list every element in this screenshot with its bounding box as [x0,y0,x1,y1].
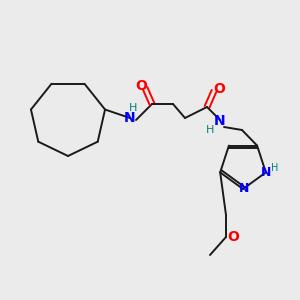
Text: N: N [261,166,271,179]
Text: N: N [239,182,249,196]
Text: H: H [206,125,214,135]
Text: N: N [124,111,136,125]
Text: O: O [213,82,225,96]
Text: O: O [135,79,147,93]
Text: N: N [214,114,226,128]
Text: H: H [271,164,278,173]
Text: O: O [227,230,239,244]
Text: H: H [129,103,137,113]
